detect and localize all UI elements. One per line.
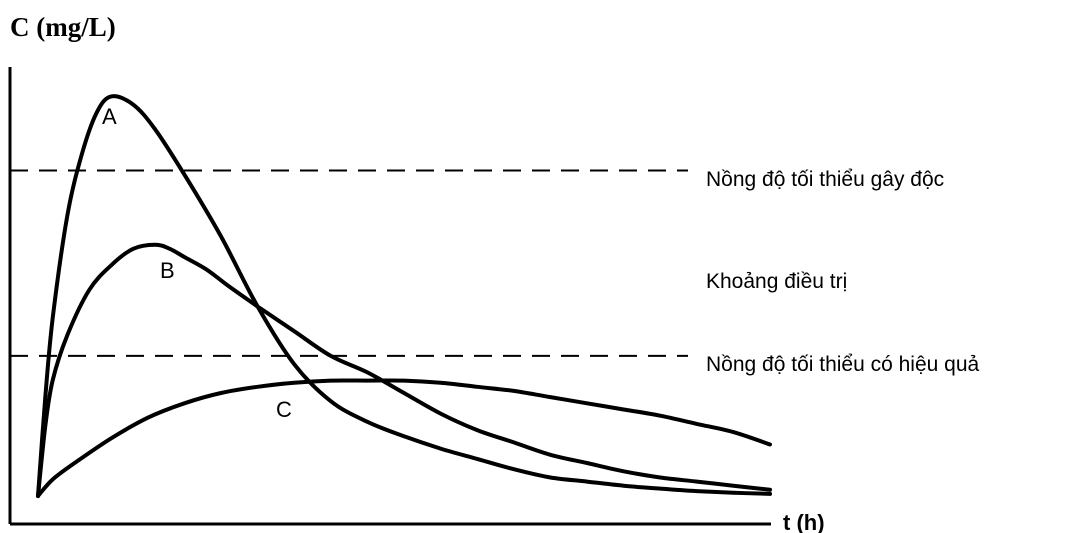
curve-a [36, 94, 772, 498]
curve-label-c: C [276, 397, 292, 422]
reference-lines [10, 169, 688, 357]
x-axis-label: t (h) [783, 510, 825, 533]
curve-label-a: A [102, 104, 117, 129]
curve-label-b: B [160, 258, 175, 283]
effective-threshold-label: Nồng độ tối thiểu có hiệu quả [706, 353, 980, 376]
y-axis-label: C (mg/L) [10, 12, 116, 42]
toxic-threshold-label: Nồng độ tối thiểu gây độc [706, 168, 944, 191]
curve-b [36, 242, 772, 498]
therapeutic-range-label: Khoảng điều trị [706, 270, 847, 293]
concentration-curves [36, 94, 772, 498]
curve-c [36, 378, 772, 498]
